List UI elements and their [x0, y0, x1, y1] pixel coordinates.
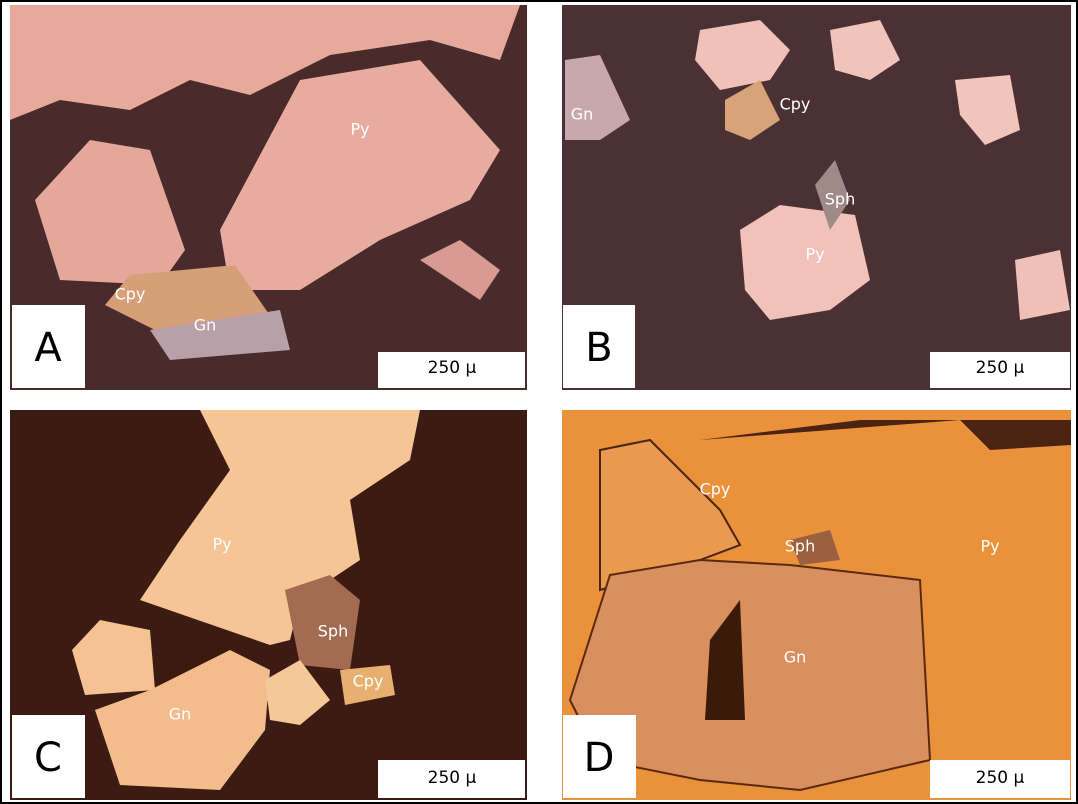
- mineral-label: Cpy: [780, 95, 811, 114]
- panel-letter: A: [34, 325, 62, 371]
- panel-letter: D: [584, 735, 615, 781]
- mineral-label: Py: [350, 120, 369, 139]
- scale-bar-label: 250 μ: [428, 358, 477, 378]
- scale-bar-label: 250 μ: [428, 768, 477, 788]
- mineral-label: Sph: [825, 190, 855, 209]
- panel-c: Py Sph Cpy Gn C 250 μ: [10, 410, 527, 800]
- mineral-label: Cpy: [700, 480, 731, 499]
- mineral-label: Gn: [784, 648, 807, 667]
- scale-bar-label: 250 μ: [976, 358, 1025, 378]
- panel-b: Gn Cpy Sph Py B 250 μ: [562, 5, 1071, 390]
- scale-bar-label: 250 μ: [976, 768, 1025, 788]
- grain: [1015, 250, 1070, 320]
- mineral-label: Sph: [785, 537, 815, 556]
- panel-a: Py Cpy Gn A 250 μ: [10, 5, 527, 390]
- mineral-label: Sph: [318, 622, 348, 641]
- micrograph: [562, 5, 1071, 390]
- mineral-label: Py: [212, 535, 231, 554]
- panel-d: Cpy Sph Py Gn D 250 μ: [562, 410, 1071, 800]
- panel-letter: C: [34, 735, 62, 781]
- mineral-label: Cpy: [115, 285, 146, 304]
- figure: Py Cpy Gn A 250 μ Gn Cpy Sph Py B 250 μ: [0, 0, 1078, 804]
- mineral-label: Cpy: [353, 672, 384, 691]
- mineral-label: Gn: [169, 705, 192, 724]
- mineral-label: Gn: [194, 316, 217, 335]
- mineral-label: Py: [805, 245, 824, 264]
- mineral-label: Gn: [571, 105, 594, 124]
- panel-letter: B: [585, 325, 612, 371]
- mineral-label: Py: [980, 537, 999, 556]
